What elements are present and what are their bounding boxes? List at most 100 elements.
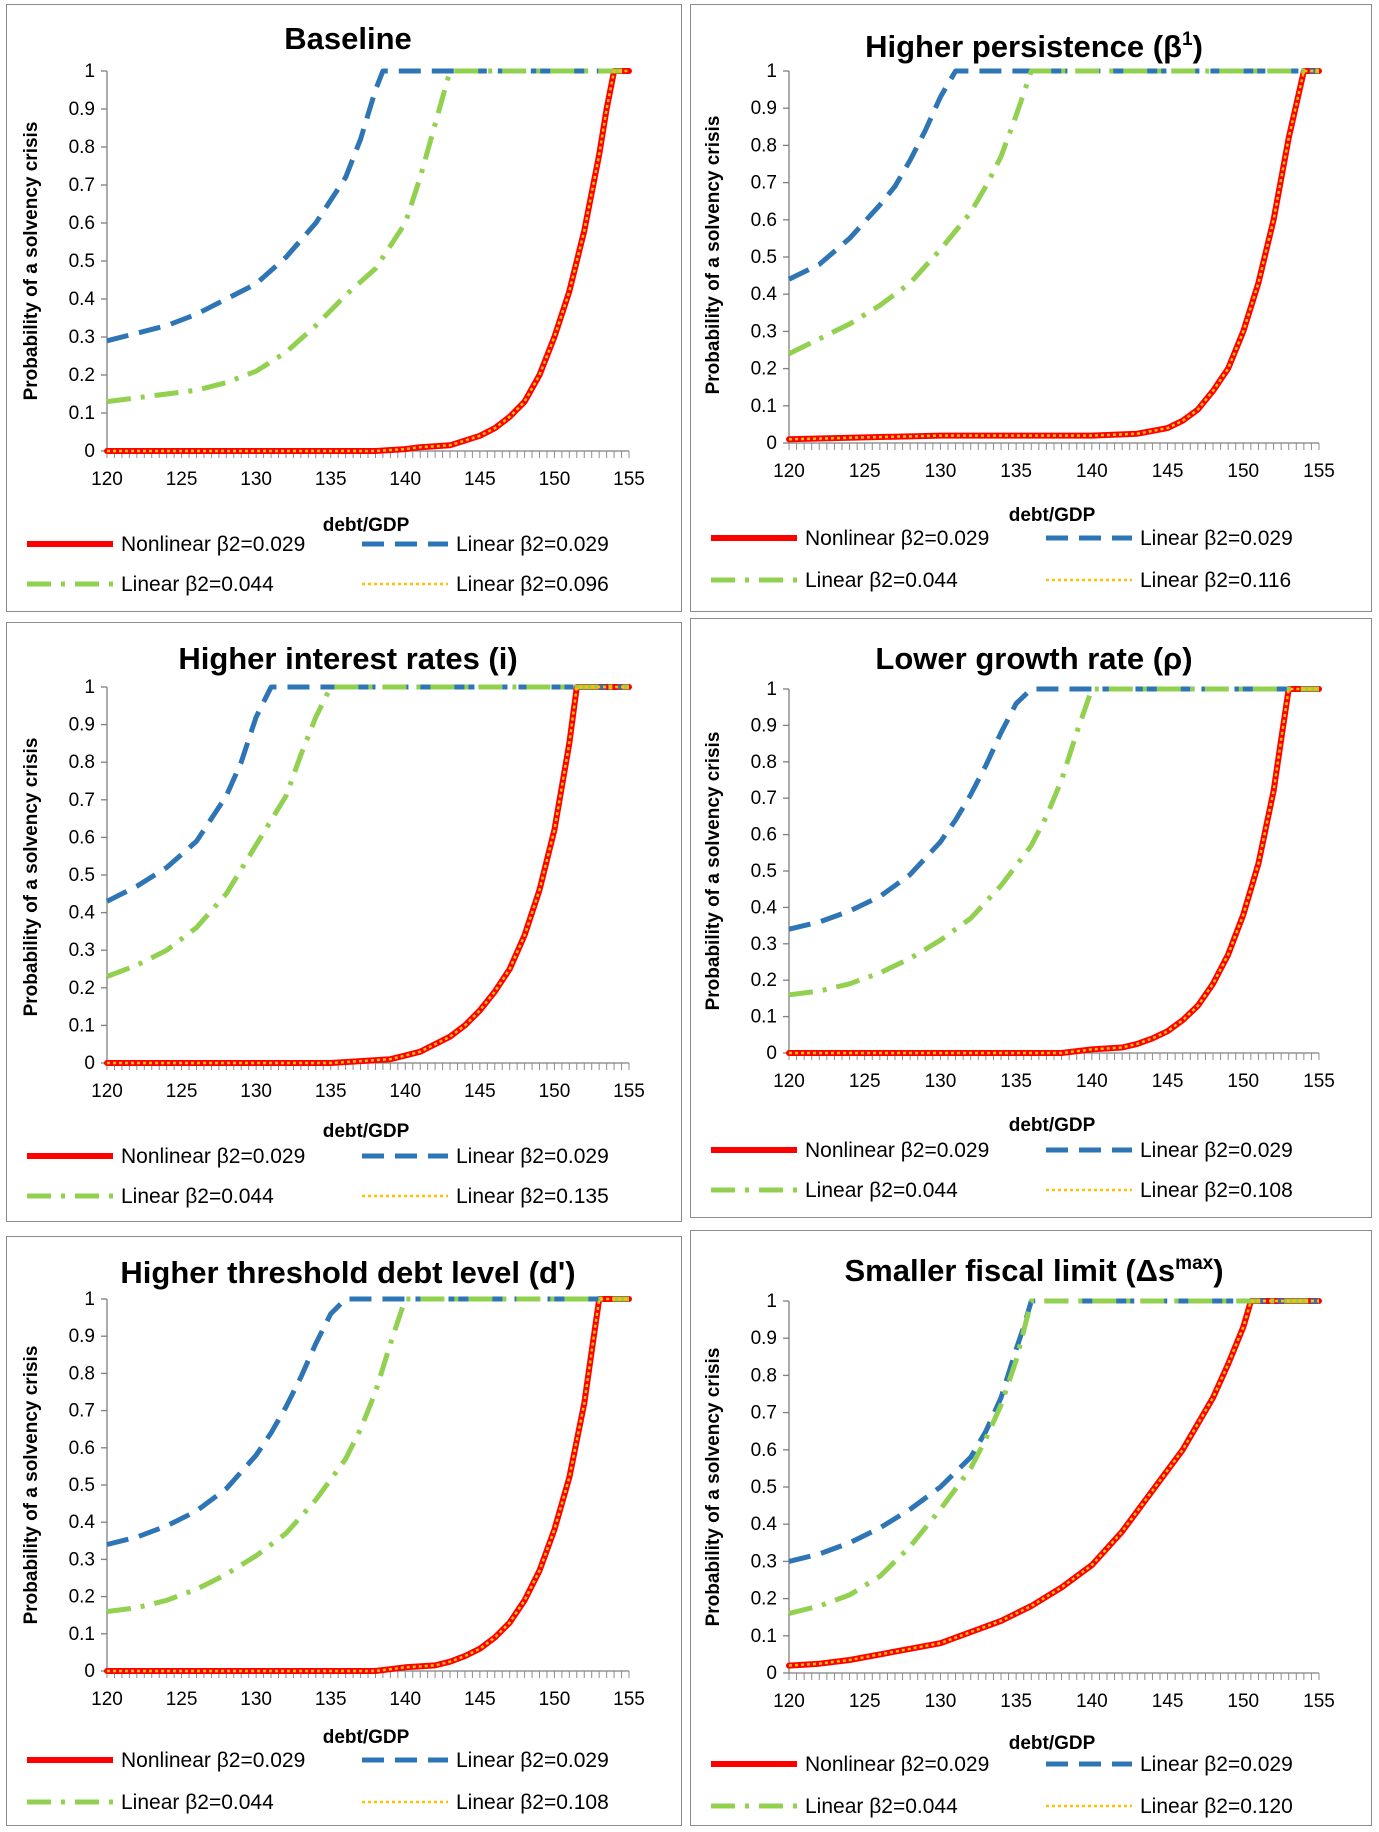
x-tick-label: 135 (1000, 1691, 1032, 1712)
legend-label-1: Linear β2=0.029 (1140, 527, 1293, 550)
x-tick-label: 140 (389, 1081, 421, 1102)
y-tick-label: 0 (84, 1661, 95, 1682)
y-tick-label: 0.3 (69, 940, 95, 961)
series-line-0 (786, 686, 1322, 1056)
x-tick-label: 145 (464, 1689, 496, 1710)
series-line-3 (788, 69, 1319, 441)
y-tick-label: 0 (84, 441, 95, 462)
series-line-1 (105, 684, 629, 904)
y-tick-label: 0.6 (751, 825, 777, 846)
x-tick-label: 135 (1000, 1071, 1032, 1092)
y-tick-label: 1 (766, 1291, 777, 1312)
x-tick-label: 150 (539, 1689, 571, 1710)
y-tick-label: 0.6 (69, 827, 95, 848)
y-tick-label: 0.7 (69, 1401, 95, 1422)
y-tick-label: 0.6 (69, 213, 95, 234)
y-tick-label: 0.5 (69, 865, 95, 886)
y-tick-label: 0.5 (751, 1477, 777, 1498)
y-tick-label: 0.4 (69, 289, 96, 310)
series-line-3 (789, 687, 1319, 1055)
x-tick-label: 145 (464, 1081, 496, 1102)
legend-label-0: Nonlinear β2=0.029 (805, 527, 989, 550)
x-tick-label: 120 (91, 1689, 123, 1710)
chart-title: Higher persistence (β1) (865, 29, 1203, 64)
x-tick-label: 125 (849, 1691, 881, 1712)
y-tick-label: 0.2 (69, 978, 95, 999)
chart-svg: Higher interest rates (i) Probability of … (21, 641, 645, 1208)
y-tick-label: 0.4 (751, 284, 778, 305)
y-tick-label: 0.9 (751, 98, 777, 119)
y-tick-label: 0.9 (751, 1328, 777, 1349)
x-tick-label: 155 (613, 469, 645, 490)
y-tick-label: 0.9 (69, 99, 95, 120)
y-tick-label: 0.1 (751, 1626, 777, 1647)
y-tick-label: 0.3 (69, 327, 95, 348)
x-tick-label: 130 (240, 1689, 272, 1710)
legend-label-0: Nonlinear β2=0.029 (121, 1145, 305, 1168)
chart-title: Higher threshold debt level (d') (120, 1255, 575, 1290)
y-tick-label: 0.9 (751, 715, 777, 736)
x-axis-label: debt/GDP (323, 1121, 410, 1142)
x-tick-label: 150 (1227, 1071, 1259, 1092)
chart-title: Baseline (284, 21, 412, 56)
chart-panel-higher-interest-rates: Higher interest rates (i) Probability of … (6, 622, 682, 1222)
x-tick-label: 125 (166, 1689, 198, 1710)
legend-label-1: Linear β2=0.029 (456, 1145, 609, 1168)
y-tick-label: 0.7 (69, 175, 95, 196)
x-axis-label: debt/GDP (323, 1727, 410, 1748)
y-tick-label: 0.5 (69, 251, 95, 272)
series-line-0 (786, 68, 1322, 443)
x-tick-label: 120 (91, 1081, 123, 1102)
legend-label-3: Linear β2=0.108 (1140, 1179, 1293, 1202)
chart-svg: Higher persistence (β1) Probability of a … (703, 29, 1335, 592)
x-tick-label: 155 (613, 1689, 645, 1710)
y-tick-label: 0.2 (69, 1587, 95, 1608)
chart-panel-smaller-fiscal-limit: Smaller fiscal limit (Δsmax) Probability … (690, 1230, 1372, 1826)
series-line-0 (104, 1296, 632, 1674)
y-tick-label: 0.1 (69, 403, 95, 424)
x-tick-label: 150 (539, 469, 571, 490)
y-tick-label: 0.6 (751, 210, 777, 231)
series-line-1 (787, 68, 1319, 282)
series-line-1 (788, 686, 1319, 932)
chart-title: Lower growth rate (ρ) (875, 641, 1192, 676)
y-axis-label: Probability of a solvency crisis (703, 732, 724, 1011)
y-tick-label: 0.2 (751, 1589, 777, 1610)
y-tick-label: 0.4 (69, 1512, 96, 1533)
chart-panel-baseline: Baseline Probability of a solvency crisis… (6, 4, 682, 612)
legend-label-2: Linear β2=0.044 (805, 1795, 958, 1818)
y-tick-label: 0.5 (751, 247, 777, 268)
series-line-0 (786, 1298, 1322, 1669)
chart-panel-higher-persistence: Higher persistence (β1) Probability of a … (690, 4, 1372, 612)
y-axis-label: Probability of a solvency crisis (21, 1346, 42, 1625)
legend-label-3: Linear β2=0.108 (456, 1791, 609, 1814)
series-line-3 (107, 685, 629, 1065)
y-tick-label: 0.1 (69, 1624, 95, 1645)
y-tick-label: 0.7 (751, 1403, 777, 1424)
y-axis-label: Probability of a solvency crisis (703, 116, 724, 395)
x-tick-label: 135 (315, 1081, 347, 1102)
y-axis-label: Probability of a solvency crisis (21, 122, 42, 401)
x-tick-label: 140 (1076, 1691, 1108, 1712)
series-line-3 (788, 1299, 1319, 1667)
y-tick-label: 0.4 (751, 897, 778, 918)
y-tick-label: 0.3 (69, 1549, 95, 1570)
y-tick-label: 0.3 (751, 321, 777, 342)
y-tick-label: 1 (84, 1289, 95, 1310)
legend-label-3: Linear β2=0.096 (456, 573, 609, 596)
legend-label-1: Linear β2=0.029 (456, 533, 609, 556)
x-tick-label: 150 (539, 1081, 571, 1102)
x-tick-label: 155 (1303, 461, 1335, 482)
series-line-3 (107, 69, 629, 453)
series-line-2 (106, 1296, 629, 1614)
x-tick-label: 140 (389, 1689, 421, 1710)
y-tick-label: 0.7 (69, 790, 95, 811)
y-axis-label: Probability of a solvency crisis (21, 738, 42, 1017)
y-tick-label: 1 (766, 679, 777, 700)
series-line-0 (104, 68, 632, 454)
legend-label-3: Linear β2=0.120 (1140, 1795, 1293, 1818)
chart-panel-higher-threshold-debt: Higher threshold debt level (d') Probabil… (6, 1236, 682, 1826)
x-tick-label: 125 (166, 469, 198, 490)
x-tick-label: 145 (1152, 1691, 1184, 1712)
y-tick-label: 0.7 (751, 788, 777, 809)
